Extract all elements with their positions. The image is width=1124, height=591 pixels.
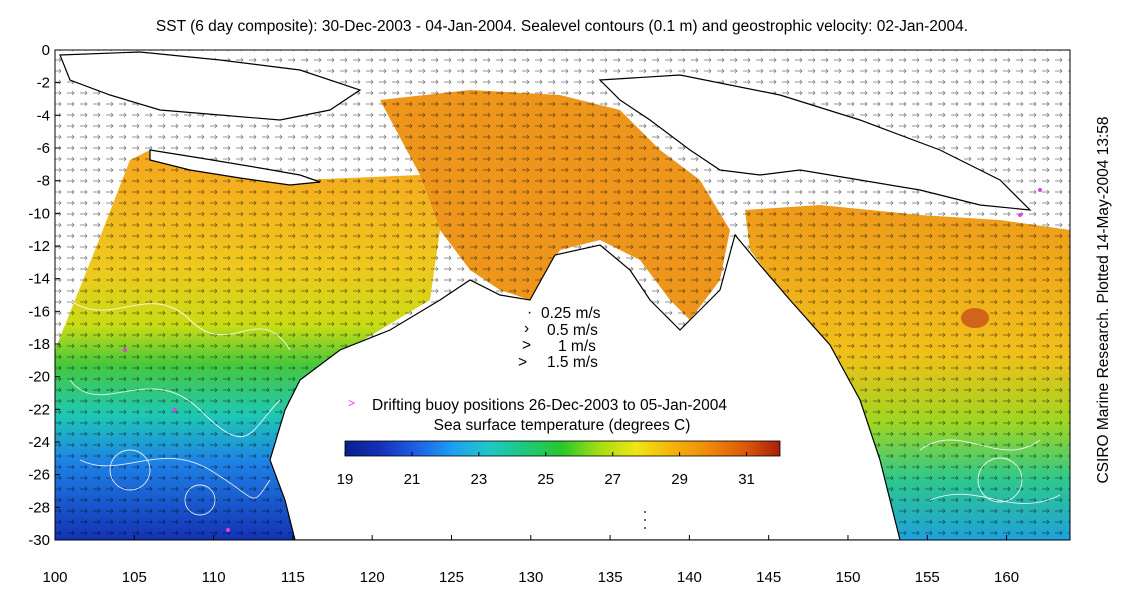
y-tick-label: -30	[28, 532, 50, 549]
page-title: SST (6 day composite): 30-Dec-2003 - 04-…	[155, 18, 969, 35]
velocity-legend-label: 0.25 m/s	[541, 305, 601, 322]
velocity-legend: · 0.25 m/s › 0.5 m/s > 1 m/s > 1.5 m/s	[518, 304, 601, 371]
buoy-legend-label: Drifting buoy positions 26-Dec-2003 to 0…	[372, 397, 727, 414]
x-tick-label: 105	[122, 569, 147, 586]
y-tick-label: -2	[37, 75, 50, 92]
velocity-legend-label: 1 m/s	[558, 338, 596, 355]
velocity-legend-item: · 0.25 m/s	[527, 304, 601, 322]
borneo-sulawesi	[59, 51, 362, 121]
new-guinea-island	[598, 74, 1032, 211]
buoy-positions	[123, 188, 1042, 532]
y-tick-label: -22	[28, 401, 50, 418]
y-tick-label: -28	[28, 499, 50, 516]
warm-anomaly	[961, 308, 989, 328]
colorbar-tick-label: 21	[404, 471, 421, 488]
y-tick-label: -20	[28, 369, 50, 386]
plot-area	[55, 50, 1070, 540]
x-tick-label: 155	[915, 569, 940, 586]
colorbar-tick-label: 29	[671, 471, 688, 488]
svg-text:›: ›	[524, 320, 529, 337]
colorbar-ticks: 19 21 23 25 27 29 31	[337, 452, 755, 488]
colorbar-tick-label: 31	[738, 471, 755, 488]
x-tick-label: 135	[598, 569, 623, 586]
colorbar-tick-label: 19	[337, 471, 354, 488]
y-tick-label: -10	[28, 205, 50, 222]
java-island	[149, 149, 321, 186]
colorbar: Sea surface temperature (degrees C) 19 21…	[337, 417, 781, 488]
colorbar-tick-label: 25	[537, 471, 554, 488]
y-tick-label: -8	[37, 173, 50, 190]
x-tick-label: 140	[677, 569, 702, 586]
x-tick-label: 150	[835, 569, 860, 586]
y-tick-label: -26	[28, 467, 50, 484]
y-tick-label: -4	[37, 107, 50, 124]
buoy-marker-icon: >	[348, 396, 355, 410]
x-tick-label: 145	[756, 569, 781, 586]
x-axis: 100 105 110 115 120 125 130 135 140 145 150 155 160	[42, 535, 1019, 586]
velocity-legend-label: 1.5 m/s	[547, 354, 598, 371]
y-tick-label: -14	[28, 271, 50, 288]
sea-level-contours	[69, 299, 1061, 516]
colorbar-label: Sea surface temperature (degrees C)	[434, 417, 691, 434]
x-tick-label: 125	[439, 569, 464, 586]
plot-frame	[54, 49, 1071, 541]
x-tick-label: 130	[518, 569, 543, 586]
australia-mainland	[269, 233, 901, 540]
y-axis: 0 -2 -4 -6 -8 -10 -12 -14 -16 -18 -20 -22 -24 -26 -28 -…	[28, 42, 60, 549]
credit-text: CSIRO Marine Research. Plotted 14-May-20…	[1095, 116, 1112, 484]
velocity-legend-item: > 1.5 m/s	[518, 354, 598, 371]
y-tick-label: -12	[28, 238, 50, 255]
y-tick-label: -24	[28, 434, 50, 451]
colorbar-ramp	[344, 440, 781, 457]
y-tick-label: 0	[42, 42, 50, 59]
x-tick-label: 110	[202, 569, 226, 586]
land-masses	[59, 51, 1032, 540]
y-tick-label: -16	[28, 303, 50, 320]
x-tick-label: 100	[42, 569, 67, 586]
velocity-legend-item: > 1 m/s	[522, 337, 596, 355]
svg-text:>: >	[518, 354, 527, 371]
velocity-legend-label: 0.5 m/s	[547, 322, 598, 339]
velocity-legend-item: › 0.5 m/s	[524, 320, 598, 339]
svg-text:·: ·	[527, 304, 532, 321]
x-tick-label: 160	[994, 569, 1019, 586]
stray-marks	[644, 511, 646, 529]
y-tick-label: -18	[28, 336, 50, 353]
colorbar-tick-label: 27	[604, 471, 621, 488]
colorbar-tick-label: 23	[471, 471, 488, 488]
y-tick-label: -6	[37, 140, 50, 157]
svg-text:>: >	[522, 337, 531, 354]
x-tick-label: 115	[281, 569, 305, 586]
x-tick-label: 120	[360, 569, 385, 586]
buoy-legend: > Drifting buoy positions 26-Dec-2003 to…	[348, 396, 727, 414]
